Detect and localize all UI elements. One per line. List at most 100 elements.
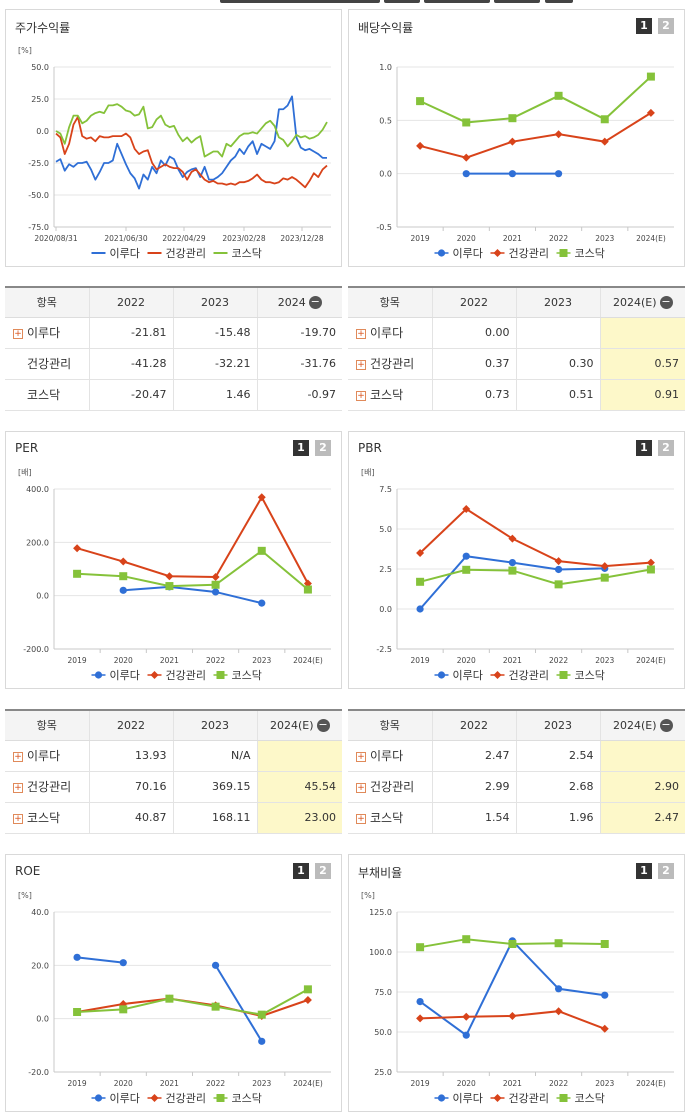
page-1-button[interactable]: 1 [293, 863, 309, 879]
y-tick-label: 7.5 [379, 485, 392, 494]
legend-label: 이루다 [453, 247, 483, 260]
header-2024e-label: 2024(E) [612, 295, 657, 309]
row-name: 건강관리 [27, 357, 72, 371]
data-point [600, 1024, 609, 1033]
page-2-button[interactable]: 2 [658, 440, 674, 456]
table-row: + 건강관리 0.37 0.30 0.57 [348, 348, 685, 380]
page-1-button[interactable]: 1 [636, 440, 652, 456]
x-tick-label: 2023 [252, 656, 271, 665]
data-point [493, 1094, 502, 1102]
series-line [77, 988, 309, 1016]
expand-plus-icon[interactable]: + [13, 813, 23, 824]
expand-plus-icon[interactable]: + [13, 782, 23, 793]
value-cell: 13.93 [88, 740, 173, 772]
data-point [119, 1005, 128, 1014]
series-line [55, 103, 328, 158]
collapse-icon[interactable]: − [308, 295, 322, 309]
expand-plus-icon[interactable]: + [356, 782, 366, 793]
series-line [55, 95, 327, 190]
page-2-button[interactable]: 2 [658, 863, 674, 879]
series-line [419, 939, 605, 1037]
data-point [646, 108, 655, 117]
pbr-table: 항목 2022 2023 2024(E) − + 이루다 2.47 2.54 + 건강… [348, 709, 685, 834]
value-cell: -15.48 [172, 317, 257, 349]
y-tick-label: 1.0 [379, 63, 392, 72]
x-tick-label: 2023 [595, 1079, 614, 1088]
data-point [601, 991, 609, 999]
value-cell [599, 740, 685, 772]
pager: 1 2 [636, 18, 674, 34]
x-tick-label: 2022 [206, 1079, 225, 1088]
legend-label: 건강관리 [166, 247, 206, 260]
data-point [508, 137, 517, 146]
y-tick-label: 0.5 [379, 116, 392, 125]
roe-chart: [%] 40.0 20.0 0.0 -20.0 2019 2020 2021 2022 2023 2… [18, 891, 331, 1105]
header-2023: 2023 [172, 287, 257, 318]
collapse-icon[interactable]: − [316, 718, 330, 732]
pbr-panel: PBR 1 2 [배] 7.5 5.0 2.5 0.0 -2.5 2019 2020 2021 2… [348, 431, 685, 689]
data-point [216, 671, 225, 679]
series-line [419, 568, 652, 586]
series-line [123, 585, 262, 605]
value-cell: 168.11 [172, 802, 257, 834]
data-point [73, 953, 81, 961]
per-table: 항목 2022 2023 2024(E) − + 이루다 13.93 N/A + 건강… [5, 709, 342, 834]
row-name-cell: + 건강관리 [348, 348, 432, 380]
x-tick-label: 2024(E) [293, 1079, 323, 1088]
data-point [554, 939, 563, 948]
header-item: 항목 [348, 287, 432, 318]
pager: 1 2 [293, 863, 331, 879]
unit-label: [%] [361, 891, 375, 900]
x-tick-label: 2023 [252, 1079, 271, 1088]
per-chart: [배] 400.0 200.0 0.0 -200.0 2019 2020 2021 2022 20… [18, 468, 331, 682]
row-name: 이루다 [370, 749, 404, 763]
expand-plus-icon[interactable]: + [356, 359, 366, 370]
series-line [76, 956, 124, 964]
panel-title: 주가수익률 [15, 21, 71, 35]
data-point [600, 562, 609, 571]
y-tick-label: 125.0 [369, 908, 392, 917]
header-item: 항목 [5, 710, 89, 741]
header-2022: 2022 [431, 710, 516, 741]
expand-plus-icon[interactable]: + [356, 751, 366, 762]
data-point [211, 572, 220, 581]
header-2022: 2022 [431, 287, 516, 318]
page-2-button[interactable]: 2 [658, 18, 674, 34]
y-tick-label: -2.5 [376, 645, 392, 654]
page-2-button[interactable]: 2 [315, 440, 331, 456]
page-1-button[interactable]: 1 [636, 863, 652, 879]
value-cell: 0.73 [431, 379, 516, 411]
data-point [508, 940, 517, 948]
data-point [416, 549, 425, 557]
expand-plus-icon[interactable]: + [356, 813, 366, 824]
page-1-button[interactable]: 1 [293, 440, 309, 456]
y-tick-label: 0.0 [36, 1015, 49, 1024]
collapse-icon[interactable]: − [659, 718, 673, 732]
value-cell: 2.68 [515, 771, 600, 803]
y-tick-label: -25.0 [28, 159, 49, 168]
table-row: + 건강관리 2.99 2.68 2.90 [348, 771, 685, 803]
x-tick-label: 2022 [206, 656, 225, 665]
data-point [462, 118, 471, 127]
x-tick-label: 2022/04/29 [162, 234, 205, 243]
table-row: + 코스닥 1.54 1.96 2.47 [348, 802, 685, 834]
x-tick-label: 2024(E) [293, 656, 323, 665]
y-tick-label: 25.0 [374, 1068, 392, 1077]
expand-plus-icon[interactable]: + [356, 390, 366, 401]
data-point [462, 935, 471, 944]
expand-plus-icon[interactable]: + [13, 328, 23, 339]
header-item: 항목 [348, 710, 432, 741]
table-row: + 이루다 -21.81 -15.48 -19.70 [5, 317, 342, 349]
value-cell: 369.15 [172, 771, 257, 803]
data-point [437, 1094, 446, 1102]
page-1-button[interactable]: 1 [636, 18, 652, 34]
data-point [559, 1094, 568, 1102]
collapse-icon[interactable]: − [659, 295, 673, 309]
page-2-button[interactable]: 2 [315, 863, 331, 879]
row-name-cell: + 코스닥 [5, 802, 89, 834]
row-name: 건강관리 [27, 780, 72, 794]
x-tick-label: 2021 [503, 1079, 522, 1088]
expand-plus-icon[interactable]: + [356, 328, 366, 339]
expand-plus-icon[interactable]: + [13, 751, 23, 762]
y-tick-label: 5.0 [379, 525, 392, 534]
